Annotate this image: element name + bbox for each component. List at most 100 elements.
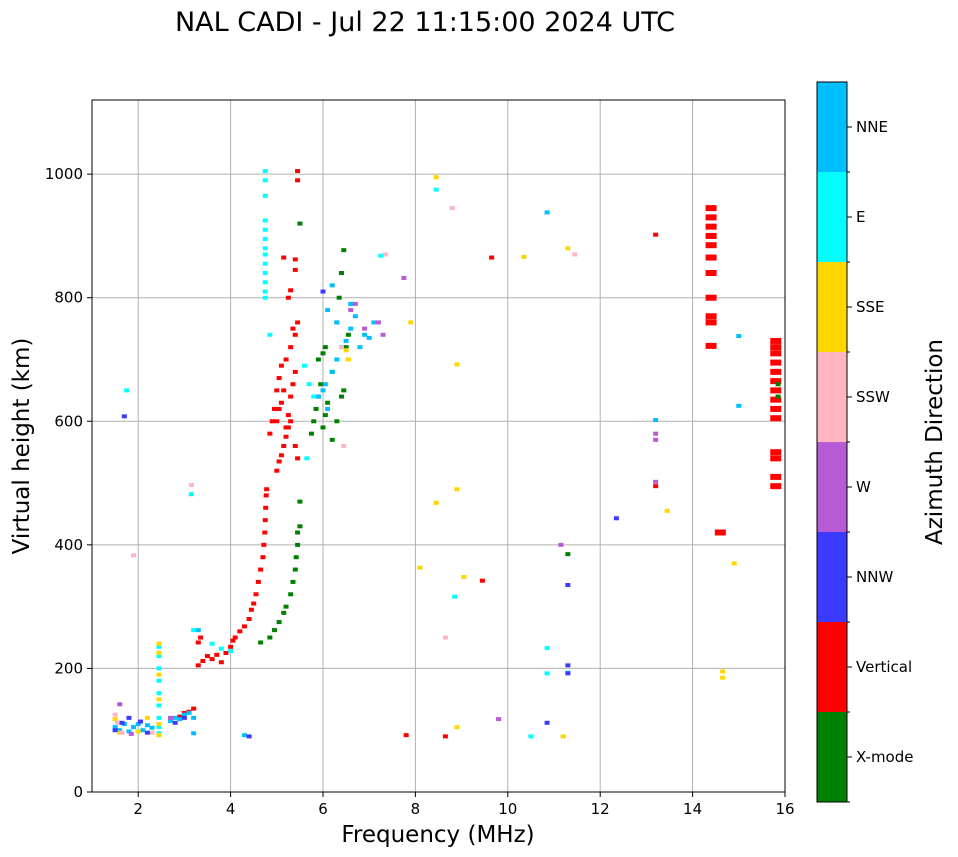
data-point — [278, 363, 284, 368]
data-point — [262, 169, 268, 174]
data-point — [181, 715, 187, 720]
data-point — [117, 702, 123, 707]
data-point — [770, 483, 782, 490]
data-point — [267, 431, 273, 436]
data-point — [565, 583, 571, 588]
data-point — [341, 444, 347, 448]
data-point — [172, 715, 178, 720]
data-point — [770, 473, 782, 480]
data-point — [281, 444, 287, 448]
data-point — [188, 482, 194, 487]
data-point — [241, 624, 247, 629]
data-point — [262, 227, 268, 232]
data-point — [198, 635, 204, 640]
y-tick-label: 200 — [54, 659, 83, 677]
data-point — [246, 617, 252, 621]
data-point — [408, 320, 414, 325]
data-point — [449, 206, 455, 211]
colorbar-segment — [817, 82, 847, 172]
data-point — [156, 715, 162, 720]
colorbar-tick-label: SSE — [856, 298, 885, 316]
data-point — [770, 405, 782, 412]
data-point — [214, 652, 220, 657]
data-point — [770, 415, 782, 422]
data-point — [293, 555, 299, 560]
data-point — [338, 271, 344, 275]
data-point — [295, 542, 301, 547]
data-point — [371, 320, 377, 325]
data-point — [285, 295, 291, 300]
data-point — [288, 288, 294, 293]
series-ssw — [112, 206, 578, 735]
series-x-mode — [258, 221, 781, 645]
data-point — [362, 326, 368, 331]
data-point — [156, 666, 162, 671]
data-point — [705, 223, 717, 230]
data-point — [262, 252, 268, 257]
data-point — [338, 394, 344, 399]
data-point — [260, 555, 266, 560]
data-point — [306, 382, 312, 387]
data-point — [149, 730, 155, 735]
data-point — [144, 715, 150, 720]
data-point — [343, 345, 349, 350]
data-point — [736, 403, 742, 408]
colorbar-segment — [817, 622, 847, 712]
data-point — [770, 359, 782, 366]
data-point — [283, 425, 289, 430]
data-point — [172, 720, 178, 725]
data-points — [112, 169, 782, 739]
data-point — [261, 542, 267, 547]
data-point — [262, 518, 268, 523]
data-point — [528, 734, 534, 739]
colorbar-tick-label: X-mode — [856, 748, 913, 766]
data-point — [320, 351, 326, 356]
data-point — [352, 314, 358, 319]
data-point — [267, 332, 273, 337]
data-point — [156, 691, 162, 696]
data-point — [433, 500, 439, 505]
data-point — [156, 678, 162, 683]
data-point — [705, 313, 717, 320]
data-point — [128, 731, 134, 736]
data-point — [237, 629, 243, 634]
x-tick-label: 6 — [318, 800, 328, 818]
data-point — [560, 734, 566, 739]
data-point — [297, 524, 303, 529]
colorbar-segment — [817, 262, 847, 352]
data-point — [705, 232, 717, 239]
data-point — [479, 578, 485, 583]
x-tick-label: 8 — [411, 800, 421, 818]
data-point — [329, 283, 335, 288]
data-point — [290, 326, 296, 331]
data-point — [156, 722, 162, 727]
data-point — [295, 456, 301, 461]
data-point — [454, 487, 460, 492]
data-point — [200, 659, 206, 664]
data-point — [191, 731, 197, 736]
data-point — [454, 362, 460, 367]
colorbar: X-mode Vertical NNW W SSW SSE E NNE — [816, 81, 913, 803]
data-point — [262, 246, 268, 251]
data-point — [262, 271, 268, 275]
series-vertical — [177, 169, 782, 739]
data-point — [315, 357, 321, 362]
x-tick-label: 2 — [133, 800, 143, 818]
data-point — [276, 459, 282, 464]
data-point — [246, 734, 252, 739]
y-ticks: 0 200 400 600 800 1000 — [45, 165, 92, 801]
data-point — [341, 388, 347, 393]
data-point — [140, 728, 146, 733]
data-point — [770, 368, 782, 375]
plot-frame — [91, 99, 786, 793]
data-point — [329, 369, 335, 374]
data-point — [295, 320, 301, 325]
x-tick-label: 14 — [683, 800, 702, 818]
data-point — [177, 714, 183, 719]
data-point — [124, 388, 130, 393]
data-point — [285, 413, 291, 418]
data-point — [283, 357, 289, 362]
data-point — [126, 715, 132, 720]
data-point — [770, 455, 782, 462]
data-point — [195, 663, 201, 668]
